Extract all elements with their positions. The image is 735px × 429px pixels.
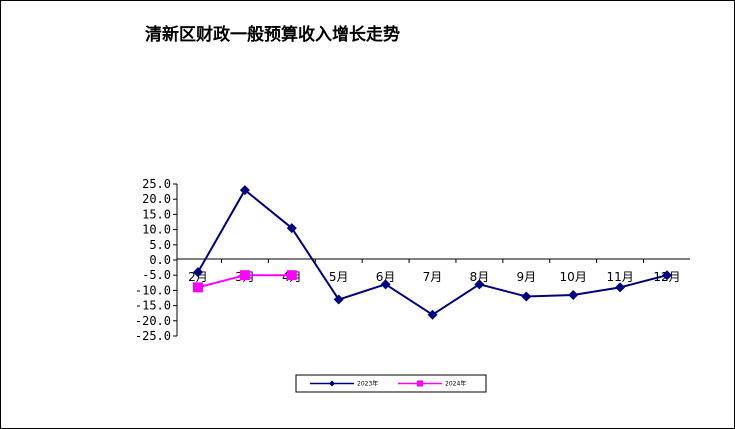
legend-item: 2024年 [398,380,466,388]
data-point [239,270,250,281]
y-tick-label: 15.0 [142,207,171,221]
data-point [193,282,203,293]
y-tick-label: 10.0 [142,223,171,237]
data-point [193,267,203,278]
x-tick-label: 10月 [560,270,587,284]
data-point [286,223,297,234]
data-point [615,282,626,293]
x-tick-label: 6月 [376,270,396,284]
legend-marker [329,380,335,387]
data-point [521,291,532,302]
legend: 2023年 2024年 [295,374,487,393]
data-point [286,270,297,281]
data-point [380,279,391,290]
y-tick-label: 5.0 [149,238,171,252]
x-tick-labels: 2月3月4月5月6月7月8月9月10月11月12月 [188,259,681,284]
legend-item: 2023年 [310,380,378,388]
series-2 [193,270,297,293]
y-tick-label: -15.0 [135,299,171,313]
chart-title: 清新区财政一般预算收入增长走势 [145,25,400,45]
data-point [474,279,485,290]
legend-marker [417,380,423,387]
data-point [239,185,250,196]
legend-box [295,374,487,393]
series-line [197,188,668,316]
data-point [333,294,344,305]
y-tick-label: 20.0 [142,192,171,206]
y-tick-label: -25.0 [135,329,171,343]
x-tick-label: 8月 [470,270,490,284]
x-tick-label: 11月 [606,270,633,284]
y-tick-label: -5.0 [142,268,171,282]
data-point [427,309,438,320]
legend-label: 2023年 [357,380,378,388]
x-tick-label: 9月 [516,270,536,284]
x-tick-label: 7月 [423,270,443,284]
legend-label: 2024年 [445,380,466,388]
y-tick-labels: 25.020.015.0 10.05.00.0-5.0-10.0 -15.0-20.… [135,177,177,343]
series-1 [193,185,672,320]
x-tick-label: 5月 [329,270,349,284]
data-point [568,289,579,300]
y-tick-label: 25.0 [142,177,171,191]
y-tick-label: -10.0 [135,283,171,297]
data-point [662,270,672,281]
series-lines [193,185,672,320]
y-tick-label: -20.0 [135,314,171,328]
y-tick-label: 0.0 [149,253,171,267]
